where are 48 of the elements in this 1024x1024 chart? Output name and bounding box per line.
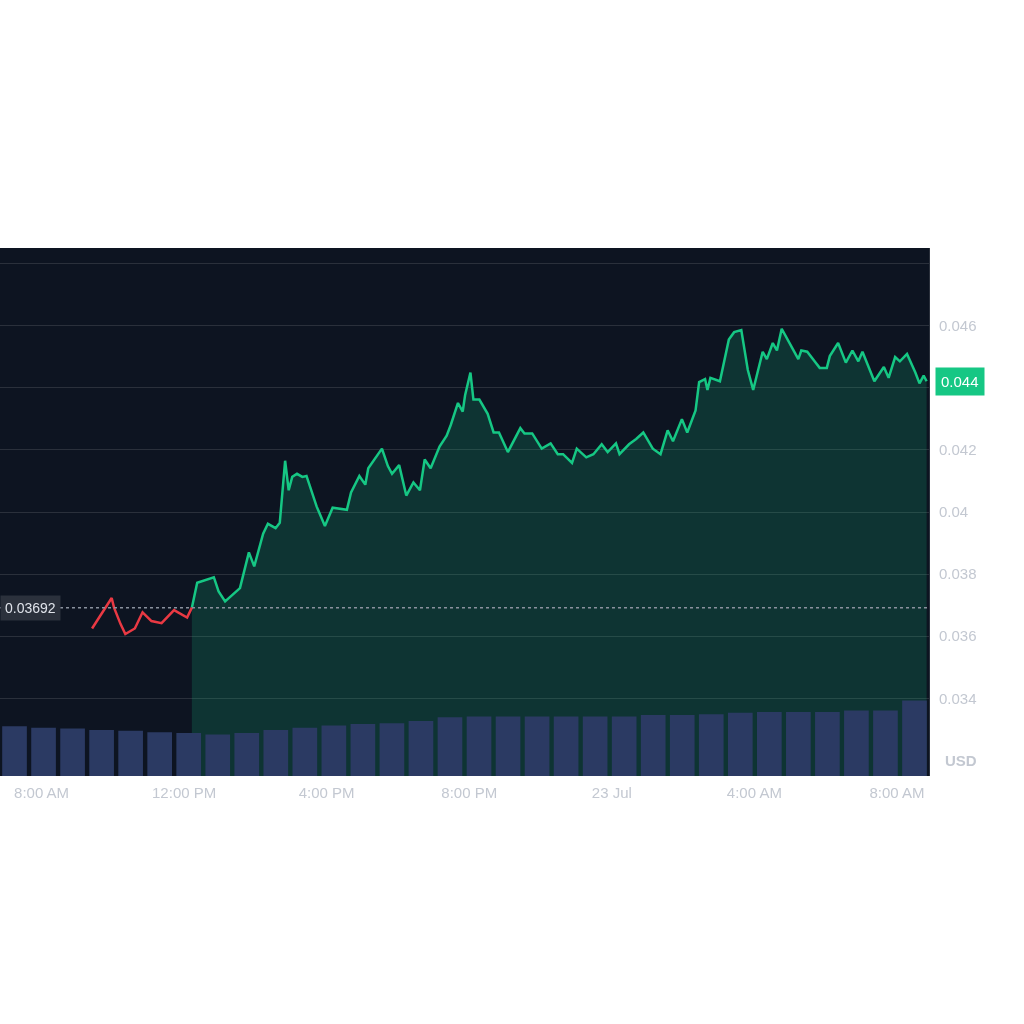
bar [60, 728, 85, 776]
bar [873, 710, 898, 776]
bar [118, 730, 143, 776]
bar [786, 711, 811, 776]
bar [437, 717, 463, 776]
x-tick-label: 8:00 AM [869, 784, 925, 801]
bar [234, 733, 260, 776]
x-tick-label: 8:00 AM [14, 784, 70, 801]
y-tick-label: 0.038 [939, 565, 977, 583]
x-tick-label: 4:00 AM [726, 784, 782, 801]
y-tick-label: 0.034 [939, 689, 977, 707]
bar [902, 700, 927, 776]
bar [31, 727, 56, 776]
annotation: 0.044 [941, 373, 979, 390]
bar [524, 716, 550, 776]
bar [321, 725, 347, 776]
x-tick-label: 4:00 PM [298, 784, 355, 801]
bar [553, 716, 579, 776]
y-tick-label: 0.046 [939, 316, 977, 334]
bar [815, 711, 840, 776]
ref-line-label: 0.03692 [5, 600, 56, 616]
y-axis-title: USD [945, 752, 977, 769]
x-tick-label: 12:00 PM [152, 784, 217, 801]
bar [844, 710, 869, 776]
bar [263, 729, 289, 776]
bar [466, 716, 492, 776]
bar [727, 712, 753, 776]
bar [582, 716, 608, 776]
bar [698, 714, 724, 776]
bar [408, 720, 434, 776]
bar [350, 723, 376, 776]
y-tick-label: 0.036 [939, 627, 977, 645]
bar [176, 733, 202, 776]
x-tick-label: 23 Jul [591, 784, 632, 801]
bar [2, 726, 27, 776]
bar [640, 714, 666, 776]
y-tick-label: 0.04 [939, 503, 969, 521]
y-tick-label: 0.042 [939, 441, 977, 459]
x-tick-label: 8:00 PM [441, 784, 498, 801]
bar [89, 729, 114, 776]
bar [756, 711, 782, 776]
bar [379, 723, 405, 776]
bar [292, 727, 318, 776]
bar [611, 716, 637, 776]
bar [147, 732, 173, 776]
bar [669, 714, 695, 776]
bar [205, 734, 231, 776]
bar [495, 716, 521, 776]
